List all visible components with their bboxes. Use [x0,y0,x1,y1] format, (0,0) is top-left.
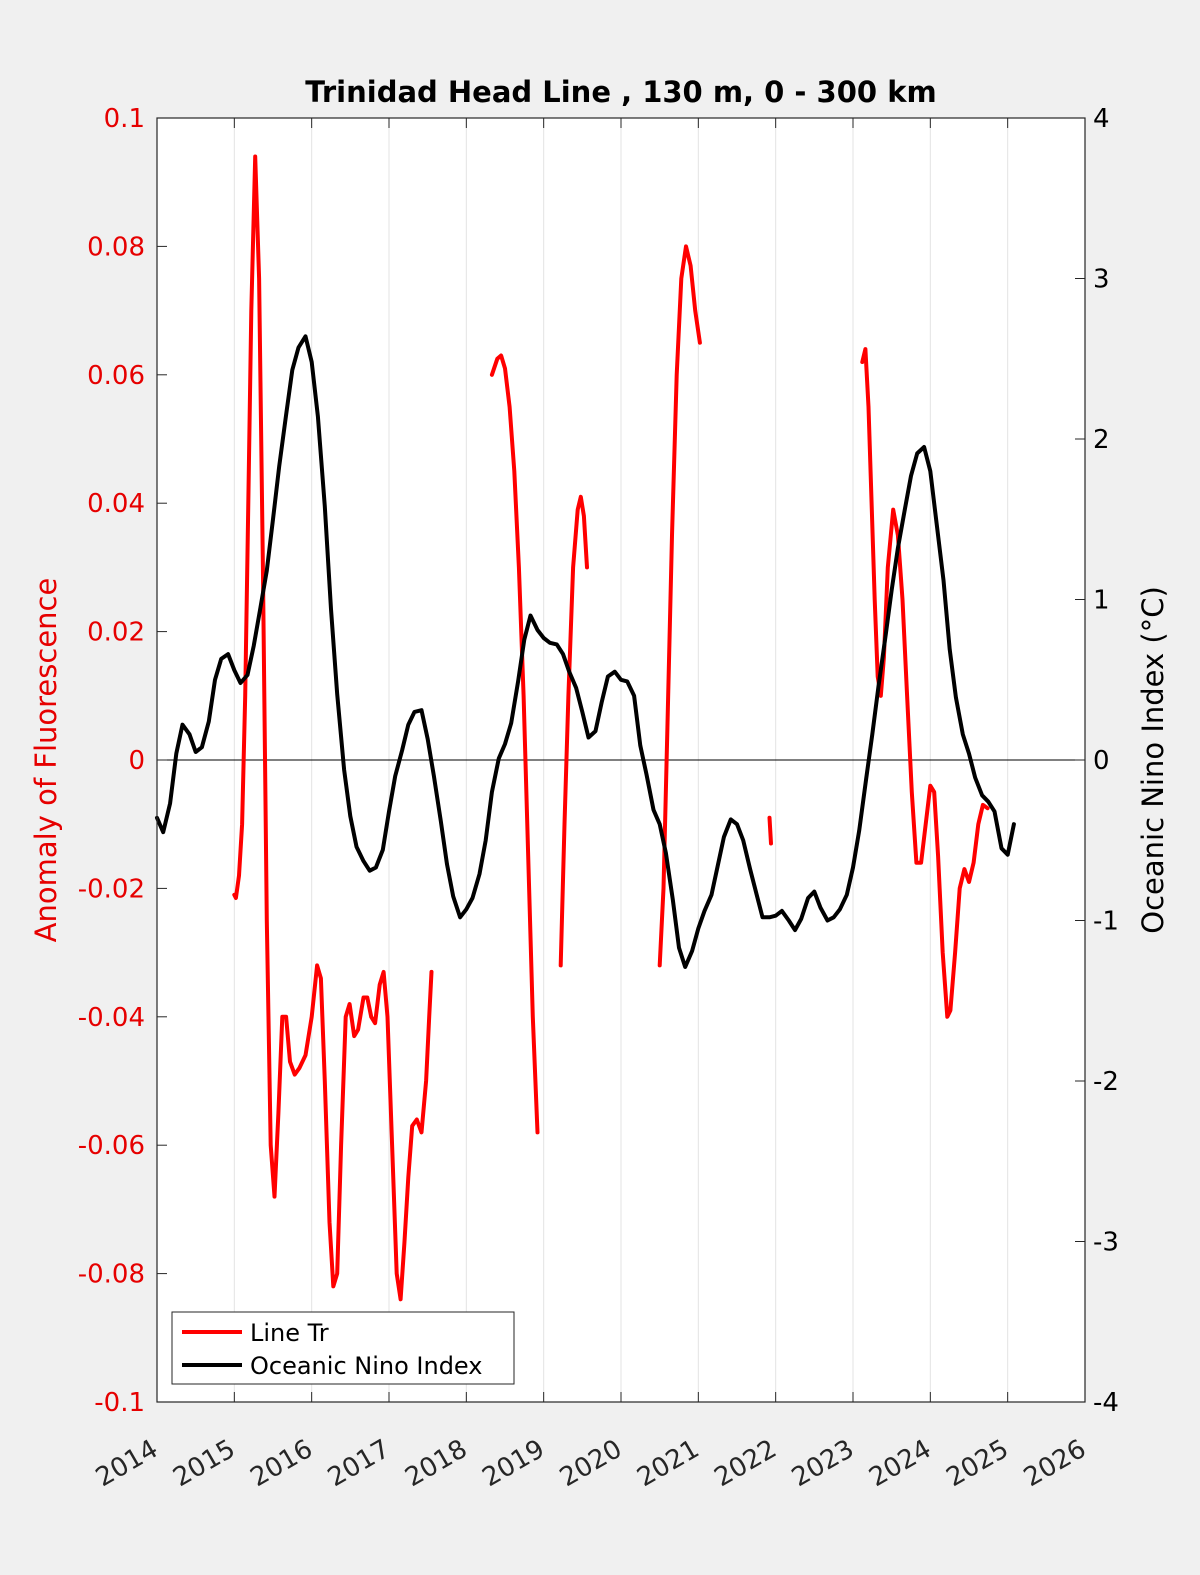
y-left-tick-label: 0 [128,746,145,776]
y-right-tick-label: 0 [1093,746,1110,776]
legend-label-line-tr: Line Tr [250,1319,329,1347]
legend-label-oni: Oceanic Nino Index [250,1352,482,1380]
chart-title: Trinidad Head Line , 130 m, 0 - 300 km [305,75,936,109]
y-right-tick-label: -3 [1093,1228,1119,1258]
y-right-tick-label: 4 [1093,104,1110,134]
y-right-tick-label: 2 [1093,425,1110,455]
y-right-axis-label: Oceanic Nino Index (°C) [1136,586,1170,934]
series-line-oceanic-nino-index [155,334,1016,969]
y-left-tick-label: 0.1 [104,104,145,134]
series-line-line-tr [232,154,434,1302]
legend: Line Tr Oceanic Nino Index [171,1311,515,1385]
y-right-tick-label: -1 [1093,907,1119,937]
y-left-axis-label: Anomaly of Fluorescence [29,578,63,943]
series-line-line-tr [558,494,589,968]
y-left-tick-label: -0.06 [78,1131,145,1161]
y-left-tick-label: 0.04 [87,489,145,519]
series-line-line-tr [860,347,990,1019]
y-right-tick-label: -2 [1093,1067,1119,1097]
y-left-tick-label: -0.04 [78,1003,145,1033]
y-left-tick-label: -0.08 [78,1260,145,1290]
legend-box [171,1311,515,1385]
y-left-tick-label: -0.1 [94,1388,145,1418]
y-left-tick-label: 0.08 [87,232,145,262]
y-left-tick-label: 0.02 [87,618,145,648]
series-layer [155,154,1016,1302]
series-line-line-tr [767,815,773,846]
y-left-tick-label: -0.02 [78,874,145,904]
y-right-tick-label: 1 [1093,586,1110,616]
y-right-tick-label: 3 [1093,265,1110,295]
y-right-tick-label: -4 [1093,1388,1119,1418]
series-line-line-tr [489,353,540,1135]
series-line-line-tr [657,244,702,968]
y-left-tick-label: 0.06 [87,361,145,391]
